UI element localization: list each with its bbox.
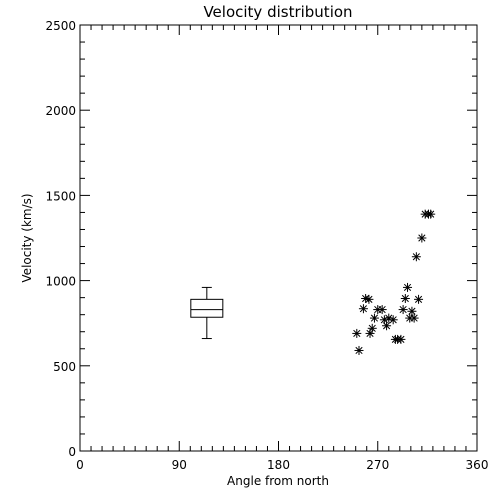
data-point xyxy=(407,306,417,316)
data-point xyxy=(388,315,398,325)
data-point xyxy=(369,313,379,323)
data-point xyxy=(409,313,419,323)
data-point xyxy=(403,282,413,292)
boxplot xyxy=(190,286,224,340)
x-tick-label: 180 xyxy=(267,458,290,472)
data-point xyxy=(358,304,368,314)
y-tick-label: 0 xyxy=(68,445,76,459)
data-point xyxy=(364,294,374,304)
chart-title: Velocity distribution xyxy=(203,3,352,21)
y-tick-label: 2500 xyxy=(45,19,76,33)
data-point xyxy=(398,305,408,315)
scatter-points xyxy=(352,209,436,355)
x-axis-label: Angle from north xyxy=(227,474,329,488)
data-point xyxy=(417,233,427,243)
y-axis-label: Velocity (km/s) xyxy=(20,193,34,282)
data-point xyxy=(396,334,406,344)
data-point xyxy=(411,252,421,262)
data-point xyxy=(382,321,392,331)
data-point xyxy=(367,323,377,333)
y-tick-label: 1500 xyxy=(45,189,76,203)
y-tick-label: 2000 xyxy=(45,104,76,118)
box-iqr xyxy=(190,298,224,318)
data-point xyxy=(377,305,387,315)
tick-labels: 0 90 180 270 360 0 500 1000 1500 2000 2500 xyxy=(45,19,488,472)
data-point xyxy=(400,293,410,303)
data-point xyxy=(426,209,436,219)
axis-ticks xyxy=(79,24,478,452)
data-point xyxy=(414,294,424,304)
data-point xyxy=(352,328,362,338)
y-tick-label: 500 xyxy=(53,360,76,374)
x-tick-label: 90 xyxy=(172,458,187,472)
y-tick-label: 1000 xyxy=(45,275,76,289)
data-point xyxy=(354,345,364,355)
x-tick-label: 360 xyxy=(466,458,489,472)
x-tick-label: 270 xyxy=(366,458,389,472)
x-tick-label: 0 xyxy=(76,458,84,472)
